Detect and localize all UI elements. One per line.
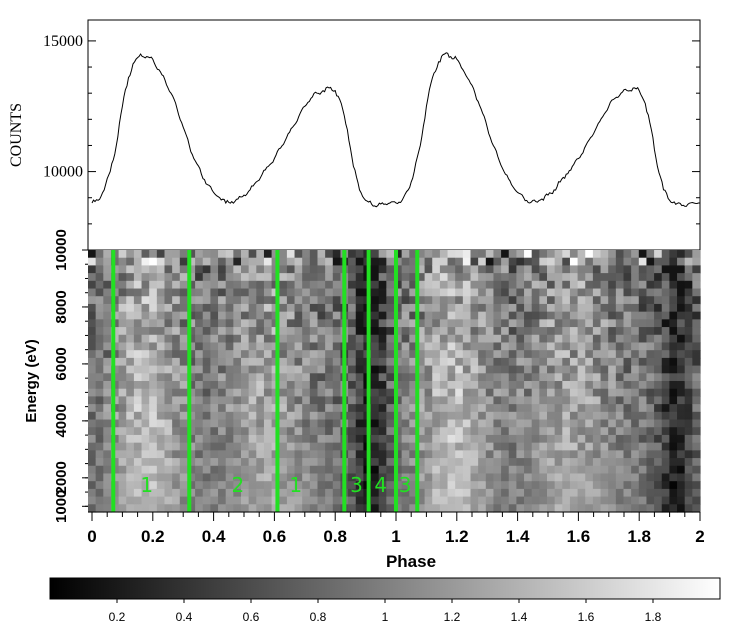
colorbar-tick-label: 1.4: [511, 610, 528, 624]
region-label: 1: [140, 473, 153, 497]
y-tick-label: 8000: [53, 290, 70, 323]
phase-boundary-line: [394, 250, 398, 512]
x-tick-label: 1.2: [445, 527, 469, 546]
colorbar-tick-label: 1.8: [645, 610, 662, 624]
phase-boundary-line: [366, 250, 371, 512]
x-tick-label: 1.4: [506, 527, 530, 546]
heatmap-x-label: Phase: [386, 552, 436, 571]
x-tick-label: 0.6: [263, 527, 287, 546]
colorbar-tick-label: 0.6: [243, 610, 260, 624]
x-tick-label: 0.8: [323, 527, 347, 546]
heatmap-y-label: Energy (eV): [23, 339, 40, 422]
heatmap-x-ticks: 0 0.2 0.4 0.6 0.8 1 1.2 1.4 1.6 1.8 2: [87, 511, 705, 546]
y-tick-label: 15000: [43, 33, 83, 50]
phase-boundary-line: [187, 250, 192, 512]
colorbar-tick-label: 1.2: [444, 610, 461, 624]
x-tick-label: 1.8: [627, 527, 651, 546]
x-tick-label: 0.2: [141, 527, 165, 546]
colorbar-tick-label: 1.6: [578, 610, 595, 624]
y-tick-label: 10000: [53, 229, 70, 271]
region-label: 4: [374, 473, 387, 497]
y-tick-label: 10000: [43, 164, 83, 181]
light-curve-y-label: COUNTS: [8, 103, 25, 167]
light-curve-line: [91, 52, 700, 208]
colorbar-tick-label: 0.2: [109, 610, 126, 624]
x-tick-label: 1.6: [567, 527, 591, 546]
light-curve-frame: [87, 19, 701, 251]
y-tick-label: 6000: [53, 347, 70, 380]
region-label: 3: [350, 473, 363, 497]
colorbar: 0.2 0.4 0.6 0.8 1 1.2 1.4 1.6 1.8: [49, 577, 721, 624]
region-label: 3: [399, 473, 412, 497]
light-curve-panel: 10000 15000 COUNTS: [8, 19, 701, 251]
region-label: 2: [232, 473, 245, 497]
light-curve-y-ticks: 10000 15000: [43, 33, 700, 225]
colorbar-gradient: [49, 577, 721, 600]
x-tick-label: 0: [87, 527, 96, 546]
phase-boundaries: [111, 250, 420, 512]
colorbar-tick-label: 1: [382, 610, 389, 624]
y-tick-label: 4000: [53, 404, 70, 437]
y-tick-label: 1000: [53, 490, 70, 523]
x-tick-label: 1: [391, 527, 400, 546]
phase-boundary-line: [415, 250, 420, 512]
phase-boundary-line: [111, 250, 116, 512]
x-tick-label: 0.4: [202, 527, 226, 546]
colorbar-tick-label: 0.8: [310, 610, 327, 624]
y-tick-label: 2000: [53, 461, 70, 494]
phase-boundary-line: [275, 250, 280, 512]
phase-boundary-line: [342, 250, 347, 512]
colorbar-tick-label: 0.4: [176, 610, 193, 624]
colorbar-ticks: 0.2 0.4 0.6 0.8 1 1.2 1.4 1.6 1.8: [109, 599, 662, 624]
x-tick-label: 2: [695, 527, 704, 546]
region-label: 1: [289, 473, 302, 497]
